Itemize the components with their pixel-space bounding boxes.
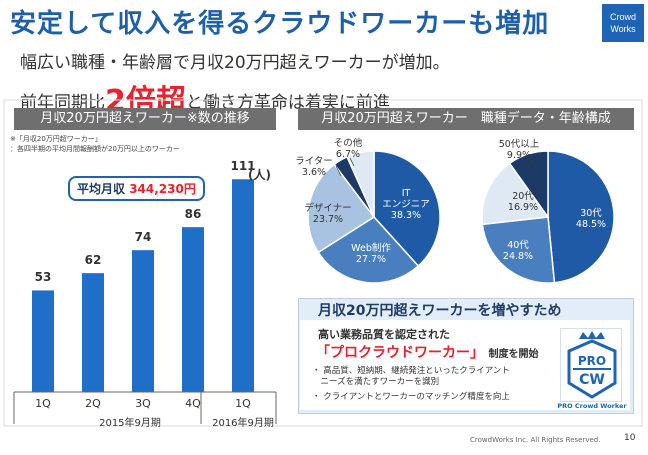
bar-value-label: 74: [134, 230, 152, 245]
promo-title: 月収20万円超えワーカーを増やすため: [318, 303, 562, 319]
footnote: ※「月収20万円超ワーカー」 ：各四半期の平均月間報酬額が20万円以上のワーカー: [10, 134, 180, 154]
age-pie-label: 50代以上 9.9%: [498, 139, 540, 161]
bar-category-label: 4Q: [185, 397, 201, 410]
bar-category-label: 1Q: [235, 397, 251, 410]
badge-bottom-text: CW: [579, 372, 605, 388]
page-number: 10: [624, 433, 636, 443]
job-pie-label: IT エンジニア 38.3%: [382, 188, 430, 221]
average-income-callout: 平均月収 344,230円: [68, 176, 205, 201]
average-income-label: 平均月収: [77, 182, 126, 196]
logo-line2: Works: [610, 24, 636, 34]
pro-crowd-worker-highlight: 「プロクラウドワーカー」: [316, 345, 484, 361]
pro-crowd-worker-badge: PRO CW: [560, 328, 622, 402]
bar-3: [132, 250, 154, 392]
job-pie-label: デザイナー 23.7%: [304, 203, 352, 225]
subtitle-1: 幅広い職種・年齢層で月収20万円超えワーカーが増加。: [20, 53, 450, 73]
period-label-2015: 2015年9月期: [99, 418, 161, 429]
promo-line2-tail: 制度を開始: [488, 349, 539, 360]
bar-5: [232, 179, 254, 392]
bar-value-label: 86: [184, 207, 202, 222]
bar-category-label: 3Q: [135, 397, 151, 410]
badge-top-text: PRO: [578, 354, 606, 368]
bar-value-label: 53: [34, 270, 52, 285]
period-label-2016: 2016年9月期: [212, 418, 274, 429]
promo-bullet-2: ・ クライアントとワーカーのマッチング精度を向上: [312, 392, 510, 402]
crowdworks-logo: Crowd Works: [602, 4, 644, 42]
pie-chart-section-title: 月収20万円超えワーカー 職種データ・年齢構成: [298, 108, 634, 130]
age-pie-label: 20代 16.9%: [507, 191, 539, 213]
badge-icon: PRO CW: [567, 331, 617, 399]
age-pie-label: 30代 48.5%: [575, 208, 607, 230]
badge-caption: PRO Crowd Worker: [557, 402, 627, 410]
promo-line2: 「プロクラウドワーカー」 制度を開始: [316, 342, 539, 362]
bar-2: [82, 273, 104, 392]
promo-line1: 高い業務品質を認定された: [318, 328, 450, 341]
leader-line-50s: [527, 159, 533, 169]
bar-value-label: 111: [230, 159, 256, 174]
logo-line1: Crowd: [609, 12, 636, 22]
age-pie-label: 40代 24.8%: [502, 240, 534, 262]
bar-4: [182, 227, 204, 392]
bar-chart-section-title: 月収20万円超えワーカー※数の推移: [14, 108, 276, 130]
job-pie-label: Web制作 27.7%: [351, 243, 391, 265]
footnote-line2: ：各四半期の平均月間報酬額が20万円以上のワーカー: [10, 145, 180, 153]
promo-bullet-1b: ニーズを満たすワーカーを識別: [312, 377, 440, 387]
job-pie-label: その他 6.7%: [333, 138, 363, 160]
bar-1: [32, 290, 54, 392]
crown-icon: [579, 331, 605, 339]
bar-chart-unit: (人): [248, 168, 271, 182]
bar-category-label: 1Q: [35, 397, 51, 410]
bar-value-label: 62: [84, 253, 102, 268]
job-pie-label: ライター 3.6%: [295, 156, 333, 178]
page-title: 安定して収入を得るクラウドワーカーも増加: [10, 9, 550, 39]
promo-bullet-1a: ・ 高品質、短納期、継続発注といったクライアント: [312, 366, 510, 376]
average-income-value: 344,230円: [129, 182, 196, 196]
footnote-line1: ※「月収20万円超ワーカー」: [10, 135, 102, 143]
bar-category-label: 2Q: [85, 397, 101, 410]
copyright: CrowdWorks Inc. All Rights Reserved.: [470, 436, 601, 444]
